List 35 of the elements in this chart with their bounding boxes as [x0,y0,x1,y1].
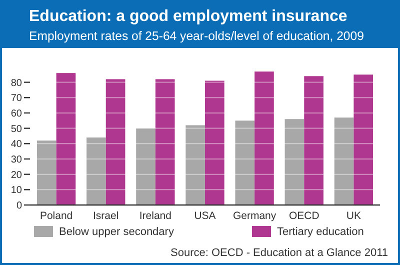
x-tick-label: Ireland [139,210,172,222]
x-tick-label: OECD [288,210,320,222]
bar [284,119,304,205]
bar [235,120,255,205]
bar [36,140,56,205]
bar [304,76,324,205]
bar [205,80,224,205]
bar [186,125,205,205]
y-tick-label: 20 [10,170,22,181]
y-tick-label: 60 [10,108,22,120]
bar [106,79,126,205]
y-tick-label: 70 [10,93,22,104]
chart-title: Education: a good employment insurance [29,8,348,25]
y-tick-label: 50 [10,124,22,135]
bar [86,138,106,205]
x-tick-label: Poland [40,210,73,222]
x-tick-label: USA [194,210,216,222]
y-tick-label: 30 [10,154,22,166]
bar [155,79,175,205]
source-note: Source: OECD - Education at a Glance 2011 [170,247,388,259]
y-tick-label: 80 [10,78,22,89]
bar [334,118,354,205]
bar [354,74,374,205]
y-tick-label: 40 [10,139,22,150]
y-tick-label: 0 [16,200,22,212]
legend-label: Tertiary education [277,226,364,238]
x-tick-label: Germany [232,210,277,222]
bar [56,73,76,205]
chart-subtitle: Employment rates of 25-64 year-olds/level of education, 2009 [29,29,364,43]
x-tick-label: Israel [93,210,119,222]
x-tick-label: UK [346,210,361,222]
legend-label: Below upper secondary [59,226,174,238]
bar [136,128,156,205]
bar [254,72,274,205]
y-tick-label: 10 [10,185,22,196]
